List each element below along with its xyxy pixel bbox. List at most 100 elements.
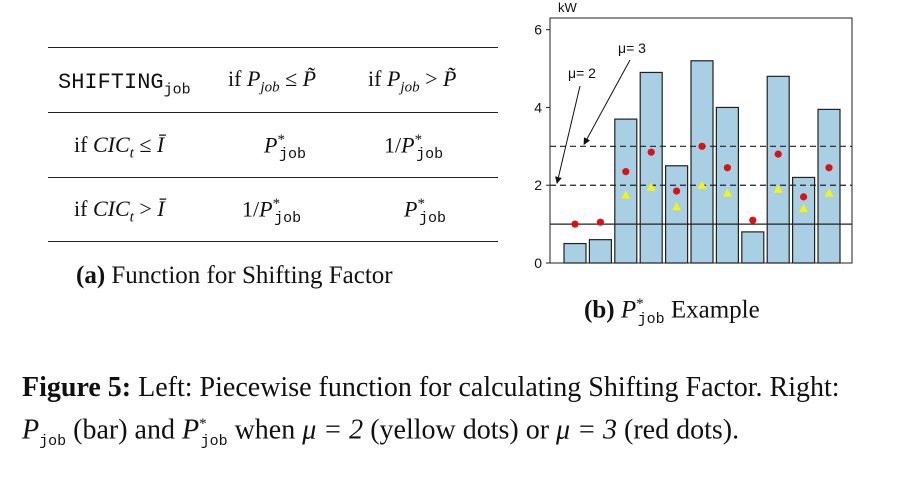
figure-caption-t3: when (234, 414, 296, 446)
row1-cic: CIC (92, 132, 130, 157)
bar-9 (766, 75, 790, 264)
row1-v1-var: P (264, 132, 278, 158)
y-tick-label-1: 2 (534, 177, 542, 193)
figure-caption-mu2: μ = 3 (556, 414, 617, 446)
caption-a-label: (a) (76, 262, 106, 289)
yellow-dot-11 (824, 188, 834, 197)
red-dot-10 (800, 193, 808, 201)
header-rhs-2: P̃ (443, 66, 457, 91)
row1-rhs: Ī (156, 132, 165, 157)
row2-v1-pre: 1/ (242, 196, 260, 222)
header-sub-1: job (260, 79, 280, 96)
header-var-2: P (386, 66, 401, 91)
yellow-dot-5 (672, 202, 682, 211)
bar-11 (817, 108, 841, 264)
row2-rhs: Ī (157, 196, 165, 221)
header-rhs-1: P̃ (302, 66, 317, 91)
yellow-dot-3 (621, 190, 631, 199)
header-if-1: if (228, 66, 242, 91)
figure-caption-t2: (bar) and (73, 414, 175, 446)
row1-v2-pre: 1/ (384, 132, 402, 158)
row1-v2-sub: job (416, 145, 444, 163)
yellow-dot-9 (773, 184, 783, 193)
arrow-mu3 (583, 59, 631, 145)
row2-op: > (139, 196, 152, 221)
figure-caption-p2-sub: job (200, 432, 228, 450)
header-shifting-word: SHIFTING (58, 70, 164, 95)
header-op-2: > (425, 66, 438, 91)
header-condition-le: if Pjob ≤ P̃ (228, 66, 316, 96)
row2-v2-sup: * (417, 196, 425, 212)
header-condition-gt: if Pjob > P̃ (368, 66, 456, 96)
figure-caption-p2: P (181, 414, 200, 446)
row1-v1-sub: job (278, 145, 306, 163)
figure-caption-t1: Left: Piecewise function for calculating… (138, 372, 840, 403)
bar-4 (639, 71, 663, 264)
red-dot-6 (698, 142, 706, 150)
row2-value-2: P*job (404, 196, 446, 227)
row2-value-1: 1/P*job (242, 196, 301, 227)
table-top-rule (48, 47, 498, 48)
header-var-1: P (246, 66, 261, 91)
figure-caption-p1: P (22, 414, 40, 446)
figure-caption-t4: (yellow dots) or (370, 414, 550, 446)
caption-b-var: P (620, 296, 637, 324)
figure-caption: Figure 5: Left: Piecewise function for c… (22, 370, 882, 460)
annotation-mu2: μ= 2 (568, 65, 596, 81)
yellow-dot-6 (697, 180, 707, 189)
table-header-rule (48, 112, 498, 113)
caption-b-label: (b) (584, 296, 615, 324)
row1-op: ≤ (139, 132, 152, 157)
caption-b-sup: * (636, 296, 644, 312)
bar-1 (563, 242, 587, 264)
bar-5 (665, 165, 689, 264)
figure-label: Figure 5: (22, 372, 132, 403)
header-op-1: ≤ (285, 66, 298, 91)
figure-caption-p2-sup: * (199, 416, 207, 432)
figure-caption-t5: (red dots). (624, 414, 740, 446)
row1-value-1: P*job (264, 132, 306, 163)
caption-b: (b) P*job Example (584, 296, 760, 328)
yellow-dot-7 (722, 188, 732, 197)
header-if-2: if (368, 66, 382, 91)
row1-v1-sup: * (277, 132, 285, 148)
row2-v2-sub: job (418, 209, 446, 227)
row2-v1-sub: job (274, 209, 302, 227)
red-dot-11 (825, 164, 833, 172)
row1-cic-sub: t (129, 145, 134, 162)
caption-a-text: Function for Shifting Factor (111, 262, 393, 289)
pjob-bar-chart: kW 0 2 4 6 μ= 2 μ= 3 (534, 0, 853, 271)
row1-condition: if CICt ≤ Ī (74, 132, 164, 162)
row2-v1-var: P (259, 196, 273, 222)
caption-b-sub: job (637, 311, 665, 329)
table-row-rule (48, 177, 498, 178)
y-tick-label-0: 0 (534, 255, 542, 271)
caption-a: (a) Function for Shifting Factor (76, 262, 393, 290)
header-shifting: SHIFTINGjob (58, 68, 191, 98)
annotation-mu3: μ= 3 (618, 40, 646, 56)
y-tick-label-2: 4 (534, 99, 542, 115)
row1-v2-sup: * (414, 132, 423, 148)
red-dot-1 (571, 220, 579, 228)
row2-cic-sub: t (129, 209, 134, 226)
red-dot-8 (749, 216, 757, 224)
yellow-dot-4 (646, 182, 656, 191)
bar-6 (690, 60, 714, 264)
red-dot-7 (723, 164, 731, 172)
row2-v2-var: P (404, 196, 418, 222)
red-dot-9 (774, 150, 782, 158)
arrow-mu2 (555, 85, 581, 184)
yellow-dot-10 (799, 204, 809, 213)
header-shifting-sub: job (163, 81, 191, 99)
y-tick-label-3: 6 (534, 22, 542, 38)
red-dot-3 (622, 168, 630, 176)
red-dot-5 (673, 187, 681, 195)
table-bottom-rule (48, 241, 498, 242)
row1-if: if (74, 132, 88, 157)
red-dot-4 (647, 148, 655, 156)
bar-8 (741, 231, 765, 264)
row2-cic: CIC (92, 196, 130, 221)
y-axis-label: kW (558, 0, 578, 15)
bar-2 (588, 239, 613, 264)
row2-if: if (74, 196, 88, 221)
